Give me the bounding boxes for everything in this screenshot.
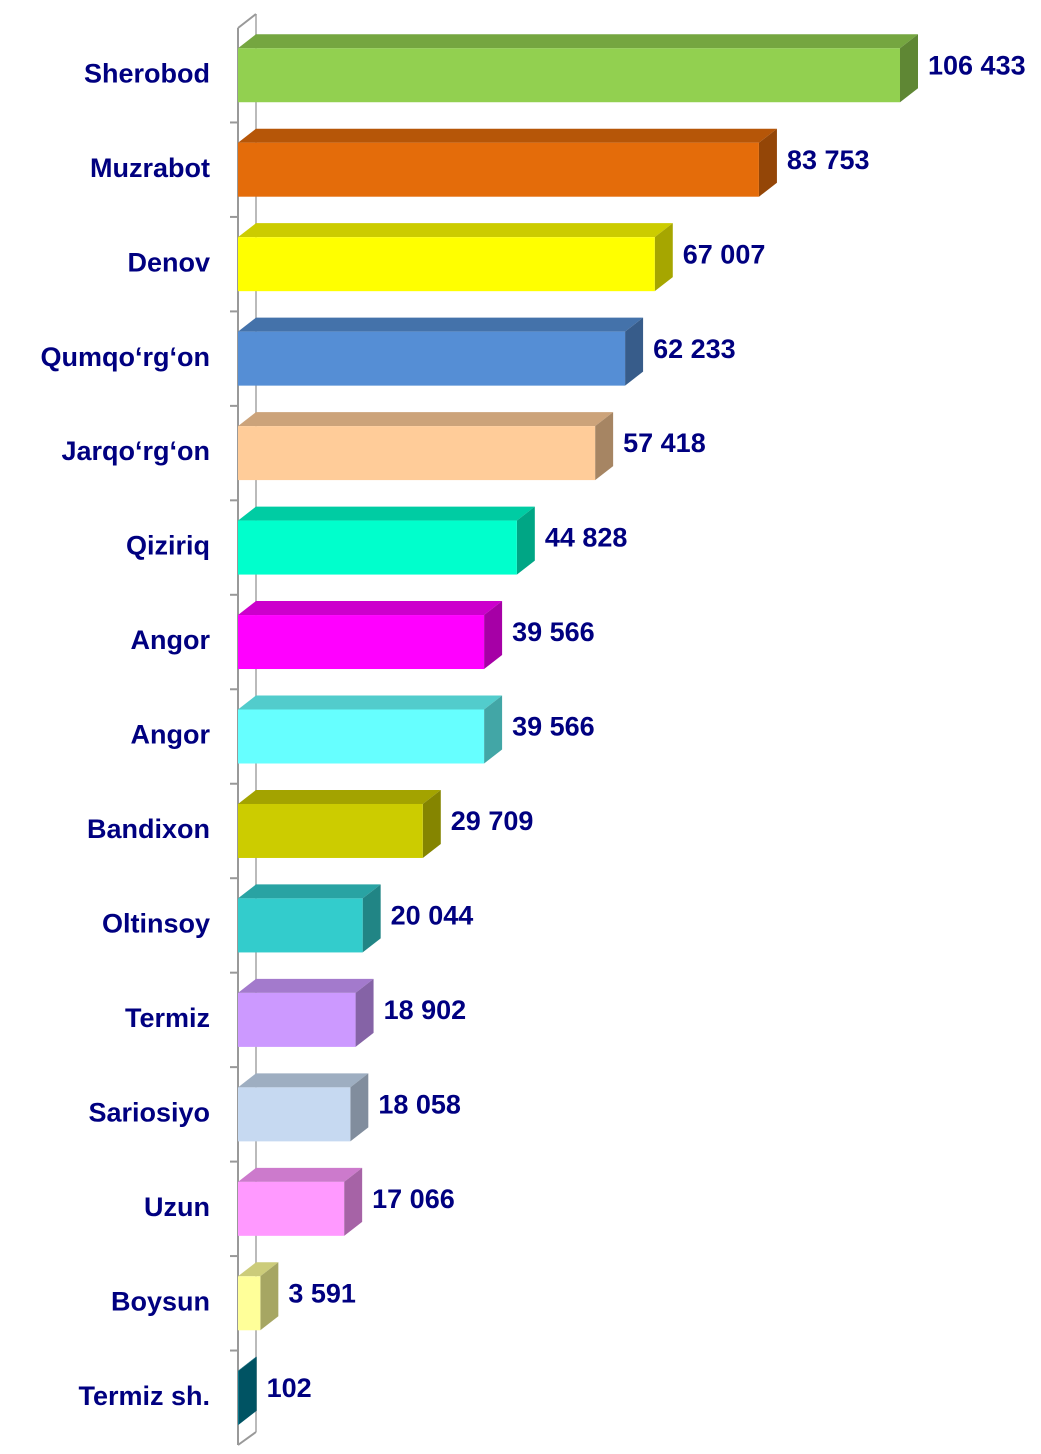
category-label: Termiz sh. (78, 1381, 210, 1411)
axis-wall (237, 13, 257, 29)
bar-side (595, 412, 614, 481)
bar (238, 615, 485, 670)
category-label: Uzun (144, 1192, 210, 1222)
axis-wall (237, 1431, 257, 1446)
category-label: Jarqo‘rg‘on (61, 436, 210, 466)
category-label: Boysun (111, 1286, 210, 1316)
bar (238, 331, 626, 386)
bar (238, 1276, 261, 1331)
category-label: Angor (131, 720, 211, 750)
value-label: 18 058 (378, 1089, 461, 1119)
bar-top (238, 789, 441, 804)
category-label: Muzrabot (90, 153, 210, 183)
bar (238, 426, 596, 481)
value-label: 18 902 (384, 995, 467, 1025)
bar (238, 237, 655, 292)
bar-side (900, 34, 918, 103)
bar-side (625, 317, 644, 386)
category-label: Qiziriq (126, 531, 210, 561)
value-label: 29 709 (451, 806, 534, 836)
category-label: Angor (131, 625, 211, 655)
bar-side (758, 128, 777, 197)
value-label: 67 007 (683, 239, 766, 269)
bar (238, 48, 900, 103)
bar-side (484, 695, 503, 764)
value-label: 57 418 (623, 428, 706, 458)
category-label: Bandixon (87, 814, 210, 844)
category-label: Sariosiyo (88, 1097, 210, 1127)
bar (238, 898, 363, 953)
value-label: 62 233 (653, 334, 736, 364)
category-label: Qumqo‘rg‘on (41, 342, 210, 372)
bar (238, 1181, 345, 1236)
bar-side (350, 1073, 369, 1142)
bar (238, 1087, 351, 1142)
bar-side (362, 884, 381, 953)
bar-top (238, 601, 503, 616)
bar-top (238, 1356, 257, 1371)
bar-top (238, 317, 644, 332)
bar-side (344, 1167, 363, 1236)
bar (238, 142, 759, 197)
bar-side (238, 1356, 257, 1425)
bar-top (238, 978, 374, 993)
value-label: 3 591 (288, 1278, 356, 1308)
bar (238, 1370, 239, 1425)
bar (238, 803, 423, 858)
bar (238, 709, 485, 764)
bar-top (238, 1262, 279, 1277)
bar-top (238, 884, 381, 899)
value-label: 39 566 (512, 712, 595, 742)
bar-top (238, 1167, 363, 1182)
bar-side (516, 506, 535, 575)
bar-top (238, 412, 614, 427)
bar (238, 992, 356, 1047)
bar-side (484, 601, 503, 670)
bar-top (238, 1073, 369, 1088)
bar (238, 520, 517, 575)
bar-top (238, 506, 535, 521)
bar-top (238, 34, 918, 49)
bar-top (238, 128, 777, 143)
bar-top (238, 223, 673, 238)
category-label: Termiz (125, 1003, 210, 1033)
value-label: 83 753 (787, 145, 870, 175)
value-label: 44 828 (545, 523, 628, 553)
bar-side (355, 978, 374, 1047)
category-label: Denov (127, 247, 210, 277)
bar-side (260, 1262, 279, 1331)
value-label: 39 566 (512, 617, 595, 647)
category-label: Oltinsoy (102, 909, 210, 939)
value-label: 20 044 (391, 901, 474, 931)
bar-top (238, 695, 503, 710)
value-label: 17 066 (372, 1184, 455, 1214)
value-label: 102 (267, 1373, 312, 1403)
bar-side (654, 223, 673, 292)
category-label: Sherobod (84, 58, 210, 88)
bar-side (422, 789, 441, 858)
value-label: 106 433 (928, 50, 1026, 80)
